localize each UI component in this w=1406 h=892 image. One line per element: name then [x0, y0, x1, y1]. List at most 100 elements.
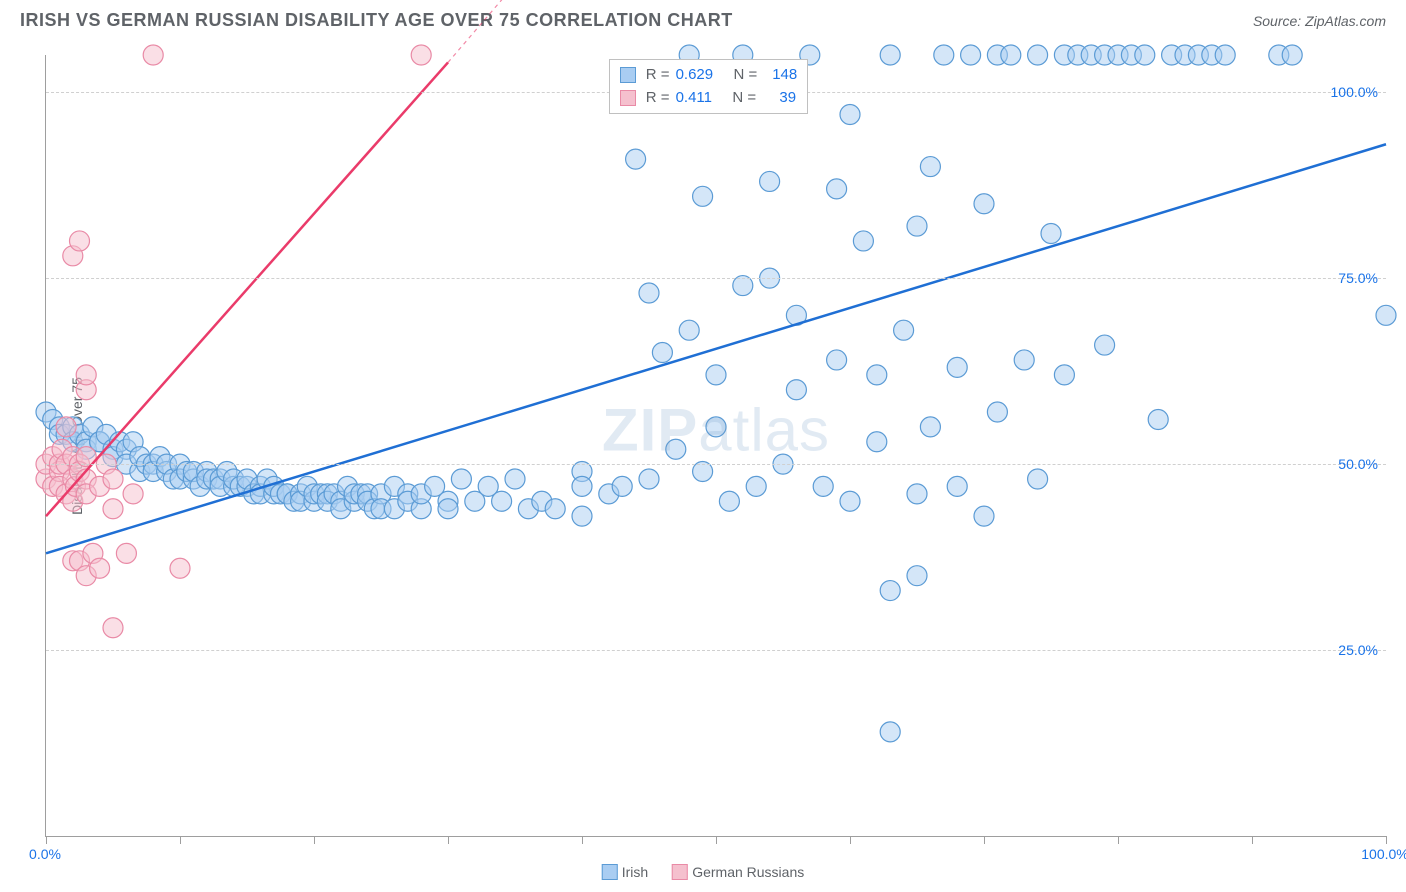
x-tick [850, 836, 851, 844]
data-point [1054, 365, 1074, 385]
data-point [572, 476, 592, 496]
data-point [746, 476, 766, 496]
data-point [961, 45, 981, 65]
data-point [786, 380, 806, 400]
data-point [652, 343, 672, 363]
gridline [46, 278, 1386, 279]
chart-title: IRISH VS GERMAN RUSSIAN DISABILITY AGE O… [20, 10, 733, 31]
data-point [706, 417, 726, 437]
data-point [1028, 469, 1048, 489]
data-point [974, 194, 994, 214]
data-point [867, 365, 887, 385]
data-point [545, 499, 565, 519]
data-point [853, 231, 873, 251]
source-attribution: Source: ZipAtlas.com [1253, 13, 1386, 29]
stat-r-label: R = [646, 87, 670, 110]
data-point [56, 417, 76, 437]
data-point [907, 216, 927, 236]
data-point [639, 469, 659, 489]
data-point [123, 484, 143, 504]
data-point [1014, 350, 1034, 370]
data-point [1282, 45, 1302, 65]
data-point [612, 476, 632, 496]
data-point [934, 45, 954, 65]
legend-item: German Russians [672, 864, 804, 880]
x-tick [448, 836, 449, 844]
data-point [1041, 224, 1061, 244]
data-point [116, 543, 136, 563]
data-point [907, 566, 927, 586]
stat-r-value: 0.411 [676, 87, 712, 110]
data-point [947, 476, 967, 496]
legend-swatch [620, 90, 636, 106]
data-point [639, 283, 659, 303]
data-point [572, 506, 592, 526]
data-point [170, 558, 190, 578]
x-tick [1118, 836, 1119, 844]
data-point [1095, 335, 1115, 355]
stat-n-value: 148 [763, 64, 797, 87]
data-point [143, 45, 163, 65]
legend-swatch [620, 67, 636, 83]
legend-swatch [672, 864, 688, 880]
data-point [411, 45, 431, 65]
data-point [907, 484, 927, 504]
trend-line [46, 144, 1386, 553]
legend: Irish German Russians [602, 864, 805, 880]
data-point [70, 231, 90, 251]
data-point [103, 618, 123, 638]
data-point [880, 581, 900, 601]
legend-label: Irish [622, 864, 648, 880]
data-point [947, 357, 967, 377]
x-tick [314, 836, 315, 844]
legend-item: Irish [602, 864, 648, 880]
stats-row: R = 0.629 N = 148 [620, 64, 797, 87]
x-tick [180, 836, 181, 844]
data-point [719, 491, 739, 511]
data-point [1001, 45, 1021, 65]
data-point [438, 499, 458, 519]
stat-n-label: N = [732, 87, 756, 110]
data-point [1376, 305, 1396, 325]
x-tick [716, 836, 717, 844]
data-point [987, 402, 1007, 422]
data-point [827, 179, 847, 199]
data-point [880, 45, 900, 65]
x-tick-label: 100.0% [1361, 846, 1406, 862]
data-point [679, 320, 699, 340]
x-tick-label: 0.0% [29, 846, 61, 862]
data-point [693, 186, 713, 206]
stat-n-value: 39 [762, 87, 796, 110]
data-point [1028, 45, 1048, 65]
gridline [46, 650, 1386, 651]
scatter-plot-svg [46, 55, 1386, 836]
stat-r-value: 0.629 [676, 64, 714, 87]
data-point [1135, 45, 1155, 65]
data-point [103, 469, 123, 489]
gridline [46, 464, 1386, 465]
data-point [666, 439, 686, 459]
data-point [827, 350, 847, 370]
y-tick-label: 100.0% [1331, 84, 1378, 100]
data-point [1148, 409, 1168, 429]
data-point [867, 432, 887, 452]
data-point [90, 558, 110, 578]
data-point [974, 506, 994, 526]
data-point [451, 469, 471, 489]
data-point [103, 499, 123, 519]
legend-label: German Russians [692, 864, 804, 880]
data-point [505, 469, 525, 489]
legend-swatch [602, 864, 618, 880]
data-point [894, 320, 914, 340]
data-point [840, 491, 860, 511]
data-point [920, 417, 940, 437]
y-tick-label: 75.0% [1338, 270, 1378, 286]
data-point [626, 149, 646, 169]
chart-plot-area: ZIPatlas R = 0.629 N = 148R = 0.411 N = … [45, 55, 1386, 837]
data-point [492, 491, 512, 511]
stat-n-label: N = [733, 64, 757, 87]
data-point [706, 365, 726, 385]
x-tick [984, 836, 985, 844]
x-tick [582, 836, 583, 844]
x-tick [46, 836, 47, 844]
